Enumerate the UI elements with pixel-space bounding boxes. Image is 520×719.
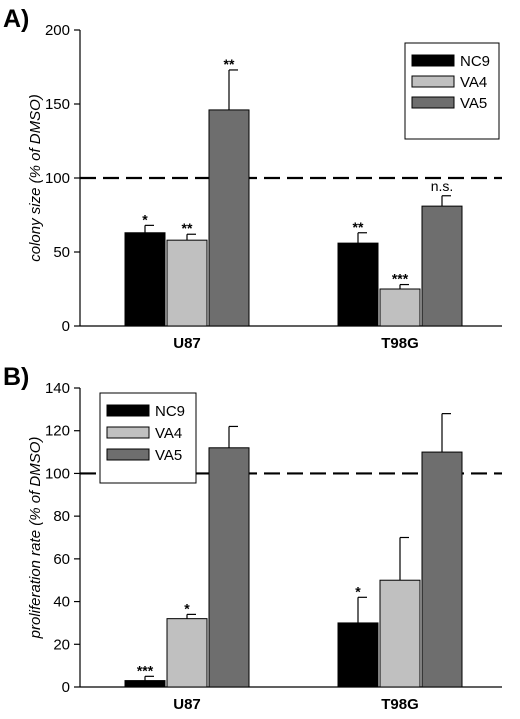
legend-swatch <box>411 96 455 109</box>
significance-label: ** <box>224 56 235 72</box>
bar-va5-t98g <box>421 451 463 688</box>
y-tick-label: 50 <box>53 244 70 261</box>
y-tick-label: 120 <box>45 423 70 440</box>
bar-va4-u87 <box>166 239 208 327</box>
significance-label: * <box>355 583 361 599</box>
x-category-label: U87 <box>173 696 201 713</box>
legend-swatch <box>411 54 455 67</box>
significance-label: * <box>184 600 190 616</box>
significance-label: *** <box>392 271 409 287</box>
legend-swatch <box>411 75 455 88</box>
legend-label: VA5 <box>460 95 487 112</box>
x-category-label: U87 <box>173 335 201 352</box>
significance-label: *** <box>137 662 154 678</box>
panel-b: B) 0 20 40 60 80 100 120 140 proliferation rate (… <box>3 363 502 713</box>
bar-va5-u87 <box>208 109 250 327</box>
significance-label: * <box>142 211 148 227</box>
legend-swatch <box>106 426 150 439</box>
y-axis-label: proliferation rate (% of DMSO) <box>27 437 44 640</box>
y-tick-label: 60 <box>53 551 70 568</box>
bar-va5-u87 <box>208 447 250 688</box>
y-tick-label: 0 <box>62 318 70 335</box>
x-category-label: T98G <box>381 696 419 713</box>
bar-va5-t98g <box>421 205 463 327</box>
y-tick-label: 40 <box>53 594 70 611</box>
panel-letter: B) <box>3 363 29 391</box>
significance-label: n.s. <box>431 178 454 194</box>
bar-nc9-t98g <box>337 622 379 688</box>
bar-va4-u87 <box>166 618 208 688</box>
bar-va4-t98g <box>379 579 421 688</box>
y-tick-label: 200 <box>45 22 70 39</box>
y-tick-label: 100 <box>45 170 70 187</box>
y-tick-label: 20 <box>53 636 70 653</box>
bar-nc9-t98g <box>337 242 379 327</box>
bar-nc9-u87 <box>124 232 166 327</box>
significance-label: ** <box>353 219 364 235</box>
legend-swatch <box>106 404 150 417</box>
panel-letter: A) <box>3 5 29 33</box>
y-tick-label: 150 <box>45 96 70 113</box>
y-tick-label: 0 <box>62 679 70 696</box>
bar-va4-t98g <box>379 288 421 327</box>
legend-label: NC9 <box>155 403 185 420</box>
legend-swatch <box>106 448 150 461</box>
y-axis-label: colony size (% of DMSO) <box>27 94 44 262</box>
significance-label: ** <box>182 220 193 236</box>
bar-nc9-u87 <box>124 680 166 688</box>
legend-label: NC9 <box>460 53 490 70</box>
y-tick-label: 100 <box>45 465 70 482</box>
y-tick-label: 80 <box>53 508 70 525</box>
legend-label: VA5 <box>155 447 182 464</box>
legend-label: VA4 <box>155 425 182 442</box>
y-tick-label: 140 <box>45 380 70 397</box>
legend-label: VA4 <box>460 74 487 91</box>
x-category-label: T98G <box>381 335 419 352</box>
